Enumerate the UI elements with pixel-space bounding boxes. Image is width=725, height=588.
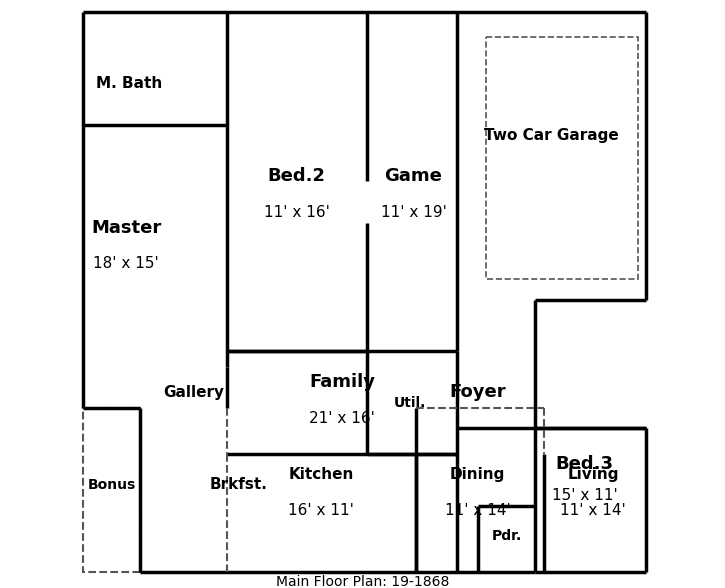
Text: 11' x 14': 11' x 14' <box>560 503 626 518</box>
Text: Game: Game <box>384 168 442 185</box>
Text: Gallery: Gallery <box>163 385 224 400</box>
Text: Two Car Garage: Two Car Garage <box>484 128 619 143</box>
Text: 11' x 14': 11' x 14' <box>445 503 510 518</box>
Text: 11' x 16': 11' x 16' <box>264 205 330 220</box>
Text: Util.: Util. <box>394 396 426 410</box>
Text: Foyer: Foyer <box>450 383 506 402</box>
Text: Bed.3: Bed.3 <box>556 455 614 473</box>
Text: M. Bath: M. Bath <box>96 76 162 91</box>
Text: Bed.2: Bed.2 <box>268 168 326 185</box>
Text: 15' x 11': 15' x 11' <box>552 488 618 503</box>
Bar <box>83 408 140 572</box>
Text: 21' x 16': 21' x 16' <box>309 410 375 426</box>
Text: Brkfst.: Brkfst. <box>210 477 268 493</box>
Text: 11' x 19': 11' x 19' <box>381 205 447 220</box>
Text: Pdr.: Pdr. <box>492 529 522 543</box>
Text: Living: Living <box>567 467 618 482</box>
Text: 16' x 11': 16' x 11' <box>289 503 355 518</box>
Text: Master: Master <box>91 219 162 237</box>
Text: Kitchen: Kitchen <box>289 467 354 482</box>
Bar <box>486 38 638 279</box>
Text: Main Floor Plan: 19-1868: Main Floor Plan: 19-1868 <box>276 575 450 588</box>
Text: Bonus: Bonus <box>87 478 136 492</box>
Text: Family: Family <box>309 373 375 391</box>
Text: Dining: Dining <box>450 467 505 482</box>
Text: 18' x 15': 18' x 15' <box>94 256 160 271</box>
